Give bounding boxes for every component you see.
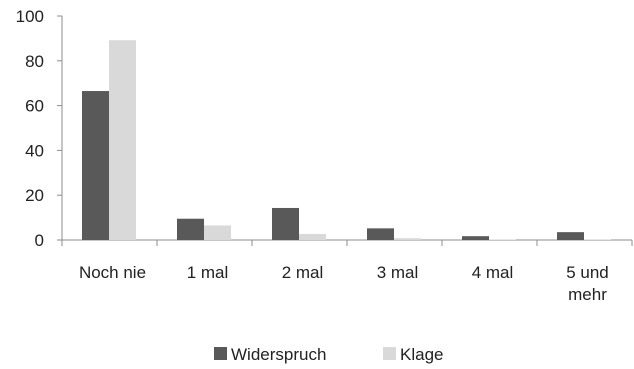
bar-widerspruch (367, 228, 394, 240)
y-tick-label: 0 (35, 231, 44, 250)
bar-klage (299, 233, 326, 240)
x-category-label: 1 mal (187, 263, 229, 282)
y-tick-label: 80 (25, 52, 44, 71)
x-category-label: 5 und mehr (566, 263, 609, 304)
legend-swatch (214, 347, 227, 360)
x-category-label: 4 mal (472, 263, 514, 282)
y-tick-label: 60 (25, 97, 44, 116)
x-category-label: 2 mal (282, 263, 324, 282)
y-axis: 0 20 40 60 80 100 (16, 7, 63, 250)
legend-label: Klage (400, 345, 443, 364)
legend-swatch (383, 347, 396, 360)
x-category-label: 3 mal (377, 263, 419, 282)
bar-klage (204, 225, 231, 240)
bars (82, 40, 611, 240)
bar-widerspruch (557, 232, 584, 240)
bar-klage (394, 238, 421, 240)
bar-klage (584, 239, 611, 240)
x-axis: Noch nie 1 mal 2 mal 3 mal 4 mal 5 und mehr (61, 239, 633, 304)
legend-label: Widerspruch (231, 345, 326, 364)
bar-widerspruch (177, 218, 204, 240)
bar-klage (109, 40, 136, 240)
y-tick-label: 100 (16, 7, 44, 26)
x-category-label: Noch nie (79, 263, 146, 282)
y-tick-label: 20 (25, 186, 44, 205)
legend: Widerspruch Klage (214, 345, 443, 364)
bar-widerspruch (272, 207, 299, 240)
y-tick-label: 40 (25, 141, 44, 160)
bar-widerspruch (82, 91, 109, 240)
bar-widerspruch (462, 236, 489, 240)
